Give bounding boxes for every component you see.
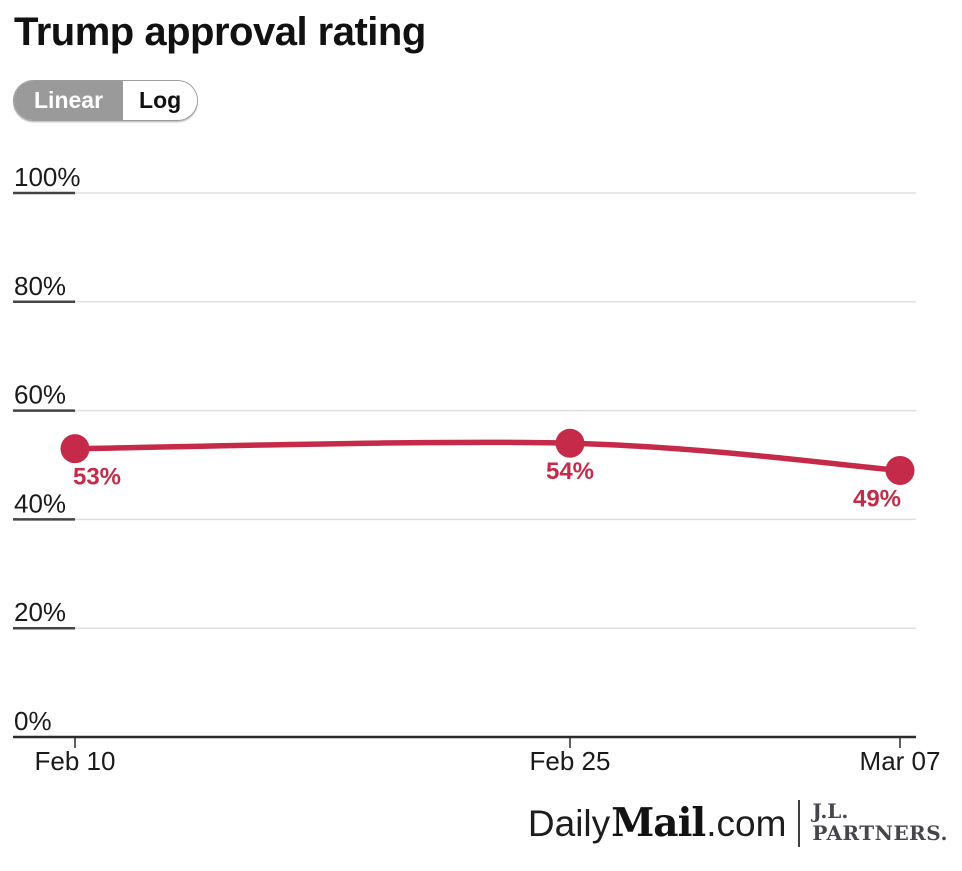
data-point-value-label: 54%: [546, 458, 594, 485]
y-tick-label: 0%: [14, 706, 52, 736]
page-title: Trump approval rating: [14, 10, 426, 54]
data-point[interactable]: [885, 455, 915, 485]
y-tick-label: 40%: [14, 488, 66, 518]
footer-divider: [798, 799, 801, 847]
data-point[interactable]: [555, 428, 585, 458]
data-point-value-label: 49%: [853, 485, 901, 512]
y-tick-label: 80%: [14, 271, 66, 301]
y-tick-label: 100%: [14, 162, 81, 192]
dailymail-logo-daily: Daily: [527, 803, 611, 844]
approval-trend-line: [72, 439, 903, 474]
y-tick-label: 60%: [14, 380, 66, 410]
x-tick-label: Mar 07: [860, 746, 941, 776]
x-tick-label: Feb 10: [35, 746, 116, 776]
jl-partners-logo: J.L. PARTNERS.: [812, 801, 948, 844]
dailymail-logo-com: .com: [706, 803, 787, 844]
data-point-value-label: 53%: [73, 464, 121, 491]
dailymail-logo-mail: Mail: [611, 800, 706, 846]
data-point[interactable]: [60, 434, 90, 464]
linear-scale-button[interactable]: Linear: [14, 81, 124, 120]
dailymail-logo: DailyMail.com: [528, 800, 787, 846]
brand-footer: DailyMail.com J.L. PARTNERS.: [528, 796, 948, 850]
jl-partners-bottom: PARTNERS.: [812, 821, 948, 845]
y-tick-label: 20%: [14, 597, 66, 627]
scale-toggle: Linear Log: [13, 80, 199, 121]
x-tick-label: Feb 25: [530, 746, 611, 776]
log-scale-button[interactable]: Log: [123, 81, 198, 120]
jl-partners-top: J.L.: [812, 799, 849, 824]
